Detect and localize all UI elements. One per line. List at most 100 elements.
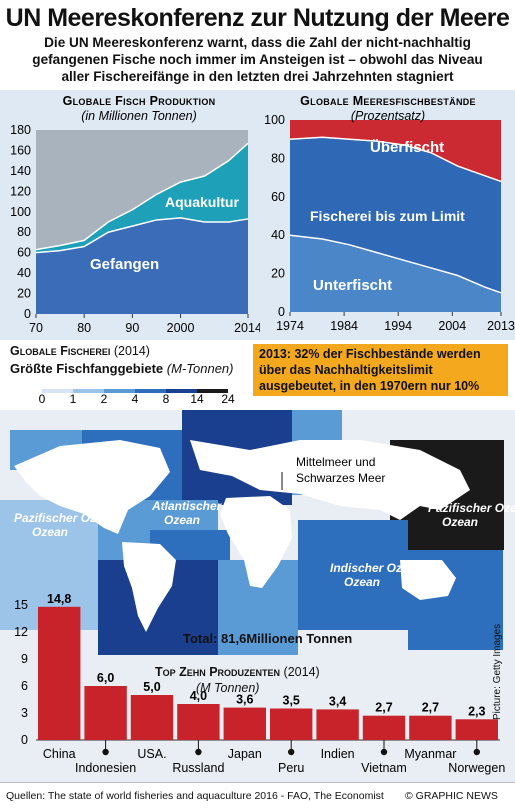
ocean-label-pacific-east: Pazifischer Ozean xyxy=(428,501,515,515)
stocks-y-tick: 80 xyxy=(271,151,285,165)
bar-pointer-dot xyxy=(380,748,388,756)
production-y-tick: 20 xyxy=(17,287,31,301)
bar-category-label: Norwegen xyxy=(448,761,505,775)
total-line xyxy=(35,142,249,251)
stocks-x-axis: 1974 1984 1994 2004 2013 xyxy=(276,312,515,333)
bar-category-label: Indonesien xyxy=(75,761,136,775)
fully-fished-label: Fischerei bis zum Limit xyxy=(310,208,465,224)
bar-category-label: China xyxy=(43,747,76,761)
australia-land xyxy=(400,560,456,600)
legend-swatch xyxy=(197,389,228,393)
caught-area xyxy=(36,217,248,314)
aquaculture-label: Aquakultur xyxy=(165,194,239,210)
bar-value-label: 6,0 xyxy=(97,671,114,685)
production-x-tick: 90 xyxy=(125,321,139,335)
bar-category-label: USA. xyxy=(137,747,166,761)
bar-category-label: Myanmar xyxy=(404,747,456,761)
legend-swatch xyxy=(73,389,104,393)
top10-title: Top Zehn Produzenten (2014) xyxy=(155,665,320,679)
bar-pointer-dot xyxy=(102,748,109,756)
bar-y-tick: 12 xyxy=(14,625,28,639)
bar-value-label: 2,3 xyxy=(468,704,485,718)
underfished-area xyxy=(290,235,501,312)
bar-4 xyxy=(223,707,266,740)
ocean-label-atlantic: Atlantischer Ozean xyxy=(151,499,261,513)
legend-swatch xyxy=(104,389,135,393)
stocks-chart-title: Globale Meeresfischbestände xyxy=(300,94,476,108)
production-x-axis: 70 80 90 2000 2014 xyxy=(29,314,260,335)
production-chart-title: Globale Fisch Produktion xyxy=(63,94,216,108)
legend-label: 8 xyxy=(163,392,170,406)
production-y-tick: 80 xyxy=(17,225,31,239)
production-y-tick: 160 xyxy=(10,143,31,157)
north-america-land xyxy=(14,440,170,534)
africa-land xyxy=(220,496,292,588)
fishing-areas-map: Pazifischer Ozean Ozean Atlantischer Oze… xyxy=(0,410,515,655)
aquaculture-area xyxy=(36,143,248,253)
stocks-y-axis: 100 80 60 40 20 0 xyxy=(264,113,285,319)
fishery-title-bold: Globale Fischerei xyxy=(10,344,111,358)
bar-y-tick: 0 xyxy=(21,733,28,747)
ocean-label-indian: Indischer Ozean xyxy=(330,561,423,575)
stocks-x-tick: 1994 xyxy=(384,319,412,333)
bar-value-label: 3,5 xyxy=(283,694,300,708)
underfished-label: Unterfischt xyxy=(313,277,392,294)
bar-category-label: Peru xyxy=(278,761,304,775)
med-label-line2: Schwarzes Meer xyxy=(296,471,385,485)
bar-3 xyxy=(177,704,220,740)
bar-1 xyxy=(84,686,127,740)
south-america-land xyxy=(122,542,176,632)
production-y-tick: 100 xyxy=(10,205,31,219)
production-y-tick: 60 xyxy=(17,246,31,260)
page-subtitle: Die UN Meereskonferenz warnt, dass die Z… xyxy=(32,35,483,84)
bar-y-tick: 15 xyxy=(14,598,28,612)
top10-unit: (M Tonnen) xyxy=(196,681,260,695)
legend-label: 24 xyxy=(221,392,235,406)
ocean-label-indian-line2: Ozean xyxy=(344,575,380,589)
underfished-line xyxy=(289,234,502,294)
production-y-tick: 180 xyxy=(10,123,31,137)
bar-pointer-dot xyxy=(195,748,202,756)
bar-value-label: 3,4 xyxy=(329,694,346,708)
bar-value-label: 14,8 xyxy=(47,592,71,606)
top10-title-year: (2014) xyxy=(283,665,320,679)
med-label-box xyxy=(290,452,420,488)
top10-title-text: Top Zehn Produzenten xyxy=(155,665,281,679)
overfished-label: Überfischt xyxy=(370,139,444,156)
bar-2 xyxy=(130,695,174,740)
fishery-subtitle-unit: (M-Tonnen) xyxy=(166,361,234,376)
stocks-y-tick: 100 xyxy=(264,113,285,127)
fishery-subtitle-text: Größte Fischfanggebiete xyxy=(10,361,164,376)
bar-category-label: Russland xyxy=(172,761,224,775)
stocks-plot-area xyxy=(289,120,502,312)
overfishing-callout: 2013: 32% der Fischbestände werden über … xyxy=(253,344,508,396)
footer-bar xyxy=(0,782,515,811)
fishery-legend: 0 1 2 4 8 14 24 xyxy=(39,389,235,406)
page-title: UN Meereskonferenz zur Nutzung der Meere xyxy=(5,4,510,32)
legend-label: 0 xyxy=(39,392,46,406)
bar-category-label: Japan xyxy=(228,747,262,761)
legend-swatch xyxy=(135,389,166,393)
bar-category-label: Indien xyxy=(321,747,355,761)
production-x-tick: 2000 xyxy=(167,321,195,335)
stocks-chart: 100 80 60 40 20 0 1974 1984 1994 2004 2013 Global… xyxy=(264,94,515,333)
production-x-tick: 70 xyxy=(29,321,43,335)
stocks-x-tick: 2004 xyxy=(438,319,466,333)
fishery-subtitle: Größte Fischfanggebiete (M-Tonnen) xyxy=(10,361,233,376)
bar-value-label: 2,7 xyxy=(375,701,392,715)
fishery-title-year: (2014) xyxy=(113,344,150,358)
legend-swatch xyxy=(42,389,73,393)
bar-y-tick: 6 xyxy=(21,679,28,693)
picture-credit: Picture: Getty Images xyxy=(492,623,503,720)
production-x-tick: 80 xyxy=(77,321,91,335)
caught-line xyxy=(35,217,249,254)
legend-label: 4 xyxy=(132,392,139,406)
bar-y-tick: 9 xyxy=(21,652,28,666)
bar-y-tick: 3 xyxy=(21,706,28,720)
production-x-tick: 2014 xyxy=(234,321,260,335)
bar-value-label: 5,0 xyxy=(143,680,160,694)
stocks-chart-subtitle: (Prozentsatz) xyxy=(351,109,425,123)
bar-value-label: 4,0 xyxy=(190,689,207,703)
bar-8 xyxy=(409,715,452,740)
